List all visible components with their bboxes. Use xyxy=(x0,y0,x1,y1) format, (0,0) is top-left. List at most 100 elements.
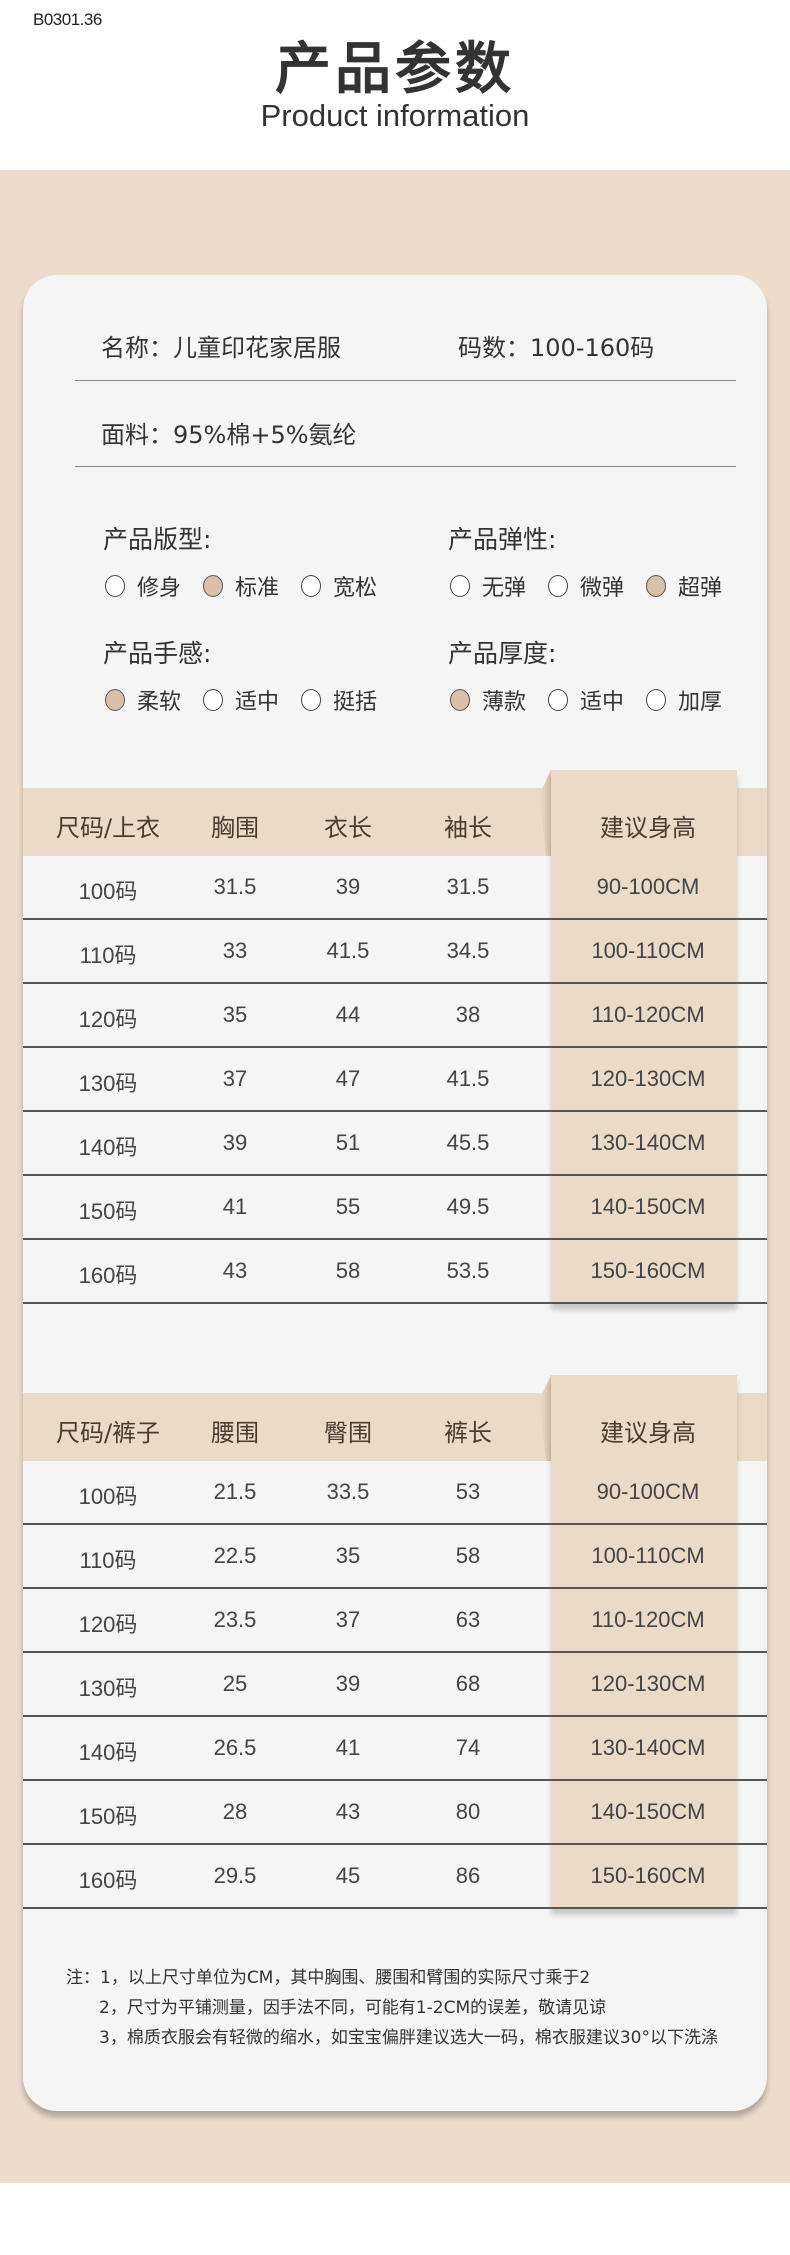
radio-option[interactable]: 加厚 xyxy=(646,684,722,716)
row-divider xyxy=(23,1302,767,1304)
table-cell: 38 xyxy=(455,1002,481,1027)
radio-selected-icon[interactable] xyxy=(646,575,667,597)
table-cell: 58 xyxy=(335,1258,361,1283)
table-cell: 25 xyxy=(222,1671,248,1696)
radio-selected-icon[interactable] xyxy=(203,575,224,597)
row-divider xyxy=(23,1715,767,1717)
column-header: 衣长 xyxy=(324,814,372,842)
row-divider xyxy=(23,1779,767,1781)
table-cell: 44 xyxy=(335,1002,361,1027)
table-cell: 140码 xyxy=(78,1135,138,1160)
radio-option[interactable]: 超弹 xyxy=(646,570,722,602)
table-cell: 150码 xyxy=(78,1804,138,1829)
radio-option[interactable]: 微弹 xyxy=(548,570,624,602)
row-divider xyxy=(23,1651,767,1653)
table-cell: 35 xyxy=(335,1543,361,1568)
table-cell: 23.5 xyxy=(213,1607,257,1632)
radio-selected-icon[interactable] xyxy=(105,689,125,711)
radio-option[interactable]: 宽松 xyxy=(301,570,377,602)
note-3: 3，棉质衣服会有轻微的缩水，如宝宝偏胖建议选大一码，棉衣服建议30°以下洗涤 xyxy=(99,2028,718,2048)
row-divider xyxy=(23,918,767,920)
table-cell: 140码 xyxy=(78,1740,138,1765)
radio-option[interactable]: 薄款 xyxy=(450,684,526,716)
radio-unselected-icon[interactable] xyxy=(548,575,569,597)
radio-option[interactable]: 适中 xyxy=(548,684,624,716)
table-cell: 39 xyxy=(335,1671,361,1696)
radio-unselected-icon[interactable] xyxy=(450,575,470,597)
row-divider xyxy=(23,1587,767,1589)
table-cell: 49.5 xyxy=(446,1194,490,1219)
table-cell: 90-100CM xyxy=(596,874,700,899)
radio-unselected-icon[interactable] xyxy=(301,575,322,597)
table-cell: 33 xyxy=(222,938,248,963)
note-1: 注：1，以上尺寸单位为CM，其中胸围、腰围和臂围的实际尺寸乘于2 xyxy=(66,1968,591,1988)
radio-option[interactable]: 无弹 xyxy=(450,570,526,602)
column-header: 裤长 xyxy=(444,1419,492,1447)
table-cell: 110-120CM xyxy=(591,1607,705,1632)
radio-label: 修身 xyxy=(137,576,182,601)
table-cell: 130码 xyxy=(78,1676,138,1701)
radio-selected-icon[interactable] xyxy=(450,689,470,711)
column-header: 袖长 xyxy=(444,814,492,842)
attribute-options: 无弹 微弹 超弹 xyxy=(450,570,744,602)
column-header: 建议身高 xyxy=(600,1419,696,1447)
row-divider xyxy=(23,1907,767,1909)
product-code: B0301.36 xyxy=(33,10,102,29)
radio-option[interactable]: 挺括 xyxy=(301,684,377,716)
note-2: 2，尺寸为平铺测量，因手法不同，可能有1-2CM的误差，敬请见谅 xyxy=(99,1998,607,2018)
table-cell: 34.5 xyxy=(446,938,490,963)
table-cell: 31.5 xyxy=(446,874,490,899)
table-cell: 160码 xyxy=(78,1263,138,1288)
attribute-title: 产品弹性: xyxy=(448,525,557,554)
radio-label: 加厚 xyxy=(678,690,723,715)
table-cell: 22.5 xyxy=(213,1543,257,1568)
row-divider xyxy=(23,1523,767,1525)
radio-option[interactable]: 修身 xyxy=(105,570,181,602)
table-cell: 63 xyxy=(455,1607,481,1632)
table-cell: 130-140CM xyxy=(590,1735,706,1760)
attribute-options: 柔软 适中 挺括 xyxy=(105,684,399,716)
table-cell: 37 xyxy=(335,1607,361,1632)
radio-option[interactable]: 标准 xyxy=(203,570,279,602)
table-cell: 120码 xyxy=(78,1612,138,1637)
table-cell: 35 xyxy=(222,1002,248,1027)
radio-unselected-icon[interactable] xyxy=(105,575,125,597)
radio-label: 适中 xyxy=(235,690,280,715)
page-title: 产品参数 xyxy=(275,37,515,102)
radio-unselected-icon[interactable] xyxy=(203,689,224,711)
table-cell: 100码 xyxy=(78,1484,138,1509)
radio-unselected-icon[interactable] xyxy=(301,689,322,711)
table-cell: 110码 xyxy=(79,943,137,968)
product-name: 名称：儿童印花家居服 xyxy=(101,334,341,362)
table-cell: 100码 xyxy=(78,879,138,904)
row-divider xyxy=(23,1174,767,1176)
table-cell: 21.5 xyxy=(213,1479,257,1504)
table-cell: 74 xyxy=(455,1735,481,1760)
radio-unselected-icon[interactable] xyxy=(548,689,569,711)
page-subtitle: Product information xyxy=(260,98,530,133)
table-cell: 120-130CM xyxy=(590,1671,706,1696)
attribute-options: 薄款 适中 加厚 xyxy=(450,684,744,716)
table-cell: 41 xyxy=(222,1194,248,1219)
table-cell: 29.5 xyxy=(213,1863,257,1888)
table-cell: 51 xyxy=(335,1130,361,1155)
table-cell: 140-150CM xyxy=(590,1799,706,1824)
table-cell: 86 xyxy=(455,1863,481,1888)
radio-unselected-icon[interactable] xyxy=(646,689,667,711)
attribute-title: 产品手感: xyxy=(103,639,212,668)
radio-option[interactable]: 柔软 xyxy=(105,684,181,716)
table-cell: 53.5 xyxy=(446,1258,490,1283)
radio-label: 超弹 xyxy=(678,576,723,601)
attribute-title: 产品版型: xyxy=(103,525,212,554)
table-cell: 130-140CM xyxy=(590,1130,706,1155)
table-cell: 39 xyxy=(222,1130,248,1155)
table-cell: 47 xyxy=(335,1066,361,1091)
column-header: 建议身高 xyxy=(600,814,696,842)
product-fabric: 面料：95%棉+5%氨纶 xyxy=(101,421,357,449)
table-cell: 31.5 xyxy=(213,874,257,899)
row-divider xyxy=(23,1110,767,1112)
table-cell: 43 xyxy=(222,1258,248,1283)
radio-label: 柔软 xyxy=(137,690,182,715)
radio-option[interactable]: 适中 xyxy=(203,684,279,716)
table-cell: 55 xyxy=(335,1194,361,1219)
